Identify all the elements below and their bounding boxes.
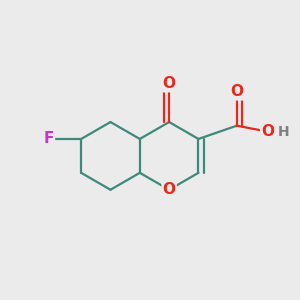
Text: O: O [230,84,243,99]
Text: O: O [261,124,274,139]
Text: F: F [44,131,54,146]
Text: H: H [278,124,290,139]
Text: O: O [163,182,176,197]
Text: O: O [163,76,176,91]
